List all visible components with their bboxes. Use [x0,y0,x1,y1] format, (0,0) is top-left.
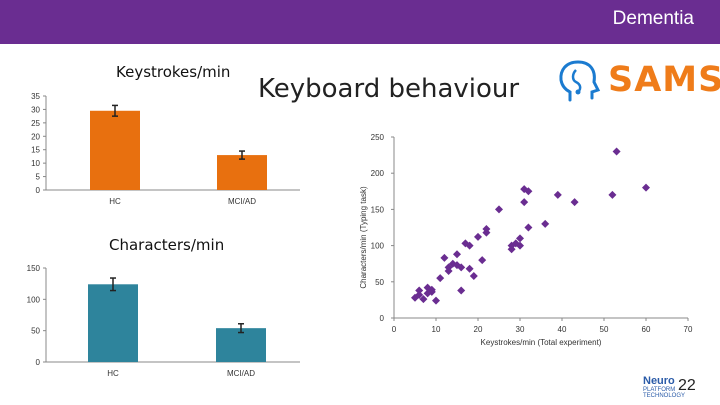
scatter-point [444,266,453,275]
keystrokes-y-tick-label: 10 [31,159,40,168]
scatter-point [524,223,533,232]
scatter-y-tick-label: 0 [380,314,385,323]
keystrokes-x-tick-label: HC [109,197,121,206]
scatter-x-tick-label: 70 [684,325,693,334]
keystrokes-y-tick-label: 35 [31,92,40,101]
scatter-point [474,232,482,241]
scatter-point [478,256,487,265]
scatter-x-axis-label: Keystrokes/min (Total experiment) [481,338,602,347]
scatter-y-tick-label: 200 [371,169,385,178]
characters-x-tick-label: MCI/AD [227,369,255,378]
scatter-point [482,224,491,233]
scatter-x-tick-label: 50 [600,325,609,334]
scatter-x-tick-label: 10 [432,325,441,334]
scatter-point [516,241,524,250]
keystrokes-chart-title: Keystrokes/min [116,63,231,81]
keystrokes-y-tick-label: 15 [31,146,40,155]
keystrokes-y-tick-label: 20 [31,132,40,141]
head-outline-icon [559,60,601,102]
characters-y-tick-label: 50 [31,327,40,336]
characters-chart-title: Characters/min [109,236,225,254]
scatter-point [415,286,424,295]
scatter-point [570,198,579,207]
scatter-point [419,295,428,304]
scatter-point [541,219,550,228]
scatter-point [453,250,461,259]
scatter-point [553,190,562,199]
keystrokes-bar [217,155,267,190]
characters-y-tick-label: 150 [27,264,41,273]
characters-y-tick-label: 0 [36,358,41,367]
scatter-x-tick-label: 0 [392,325,397,334]
keystrokes-bar [90,110,140,190]
scatter-x-tick-label: 60 [642,325,651,334]
scatter-point [465,264,474,273]
title-banner: Dementia [0,0,720,44]
banner-title: Dementia [612,8,694,29]
page-number: 22 [678,377,696,394]
scatter-point [427,287,436,296]
scatter-point [415,290,424,299]
keystrokes-y-tick-label: 30 [31,105,40,114]
scatter-point [495,205,503,214]
scatter-point [469,272,478,281]
sams-logo-text: SAMS [608,60,720,100]
scatter-x-tick-label: 30 [516,325,525,334]
footer-logo-line2: PLATFORM TECHNOLOGY [643,387,686,399]
keystrokes-y-tick-label: 25 [31,119,40,128]
scatter-point [440,253,449,262]
scatter-point [642,183,650,192]
scatter-point [608,190,617,199]
characters-bar [216,328,266,362]
characters-x-tick-label: HC [107,369,119,378]
scatter-y-axis-label: Characters/min (Typing task) [359,186,368,289]
sams-logo: SAMS [556,56,720,104]
scatter-point [457,263,466,272]
scatter-point [432,296,440,305]
scatter-point [436,274,445,283]
scatter-point [612,147,621,156]
keystrokes-y-tick-label: 0 [36,186,41,195]
characters-bar [88,284,138,362]
scatter-point [457,286,466,295]
scatter-y-tick-label: 50 [375,278,384,287]
scatter-x-tick-label: 40 [558,325,567,334]
footer-logo-line1: Neuro [643,375,675,387]
scatter-point [520,198,529,207]
scatter-y-tick-label: 150 [371,205,385,214]
scatter-y-tick-label: 100 [371,242,385,251]
scatter-point [524,187,533,196]
keystrokes-x-tick-label: MCI/AD [228,197,256,206]
neuro-platform-logo: Neuro PLATFORM TECHNOLOGY [643,375,703,401]
characters-y-tick-label: 100 [27,295,41,304]
slide-title: Keyboard behaviour [258,74,520,104]
scatter-y-tick-label: 250 [371,133,385,142]
scatter-point [516,234,524,243]
scatter-point [465,241,474,250]
keystrokes-y-tick-label: 5 [36,173,41,182]
scatter-x-tick-label: 20 [474,325,483,334]
